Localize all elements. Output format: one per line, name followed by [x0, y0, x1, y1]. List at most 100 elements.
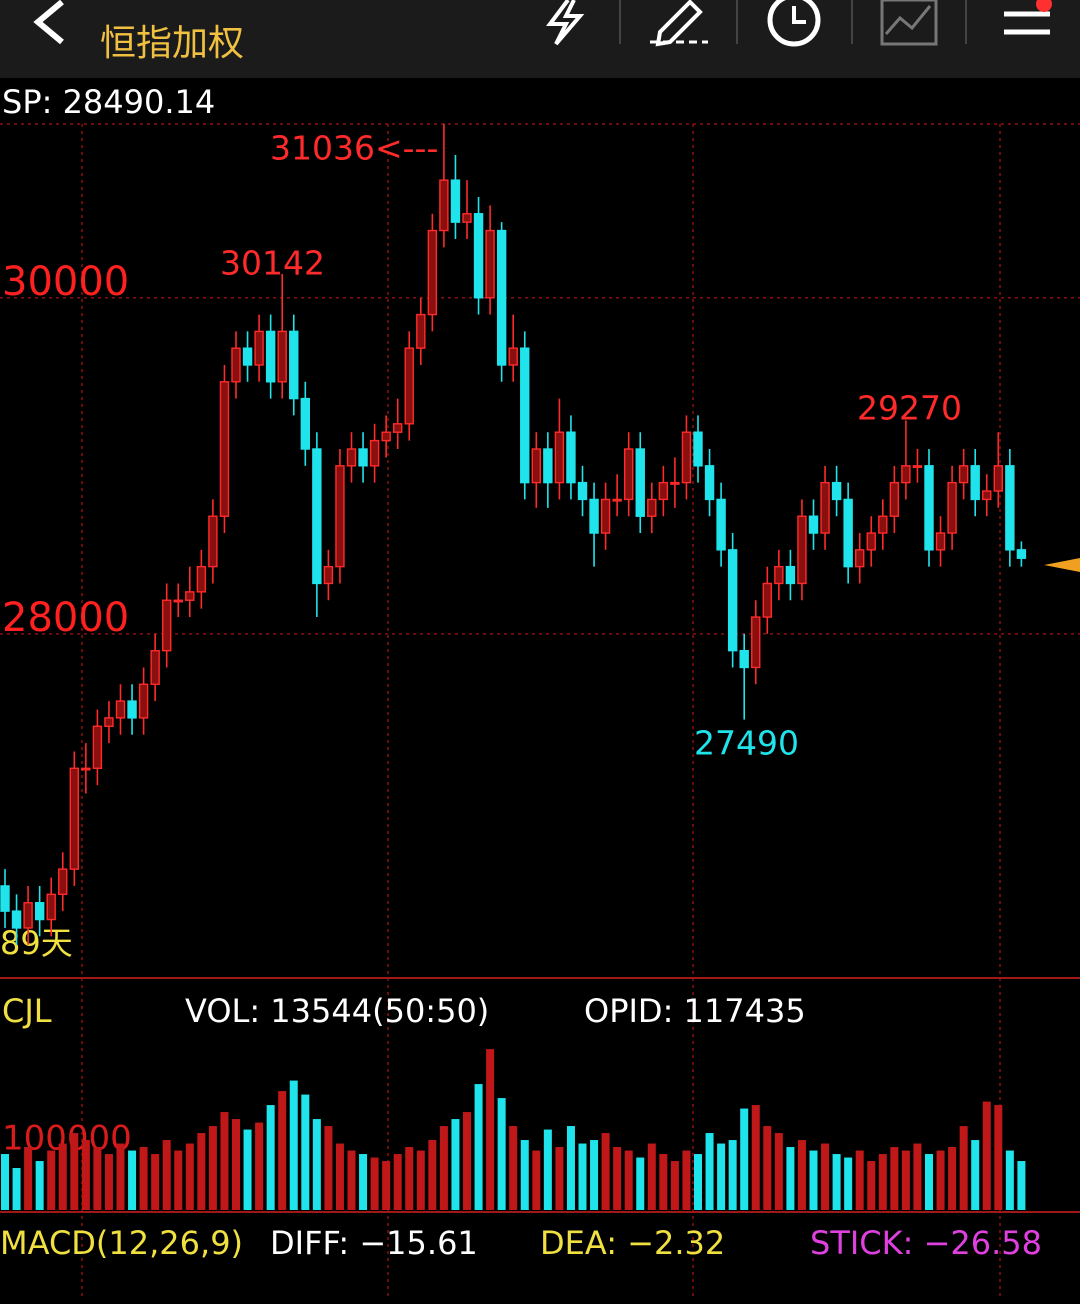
candle-body: [762, 582, 772, 618]
volume-bar: [232, 1119, 240, 1210]
candle-body: [34, 902, 45, 921]
candle-body: [346, 448, 357, 467]
volume-bar: [936, 1150, 945, 1210]
volume-bar: [497, 1098, 506, 1210]
volume-bar: [728, 1140, 737, 1210]
macd-title: MACD(12,26,9): [0, 1224, 243, 1262]
page-title: 恒指加权: [100, 23, 244, 64]
volume-bar: [774, 1133, 783, 1210]
annotation: 29270: [857, 389, 962, 428]
candle-body: [624, 448, 634, 501]
volume-bar: [312, 1119, 321, 1210]
vertical-grid: [0, 123, 1080, 1300]
volume-bar: [1, 1154, 9, 1210]
macd-diff: DIFF: −15.61: [270, 1224, 478, 1262]
candle-body: [381, 431, 391, 442]
volume-title: CJL: [2, 992, 52, 1030]
candle-body: [312, 448, 322, 585]
candle-body: [866, 532, 876, 551]
flash-icon[interactable]: [546, 0, 585, 46]
volume-bar: [324, 1126, 333, 1210]
candle-body: [716, 498, 726, 551]
annotation: 27490: [694, 724, 799, 763]
clock-icon[interactable]: [767, 0, 821, 47]
annotation: 30142: [220, 244, 325, 283]
candle-body: [554, 431, 565, 484]
candle-body: [231, 347, 241, 383]
draw-icon[interactable]: [650, 0, 708, 47]
candle-body: [670, 481, 680, 485]
volume-bar: [1017, 1161, 1026, 1210]
volume-bar: [878, 1154, 887, 1210]
y-tick-label: 28000: [2, 595, 129, 641]
candle-body: [751, 616, 761, 669]
volume-bar: [486, 1049, 495, 1210]
volume-bar: [439, 1126, 448, 1210]
candle-body: [681, 431, 692, 484]
candle-body: [289, 330, 299, 400]
volume-bar: [104, 1154, 113, 1210]
volume-bar: [70, 1133, 79, 1210]
volume-bar: [901, 1150, 910, 1210]
volume-bar: [590, 1140, 599, 1210]
candle-body: [508, 347, 518, 366]
candle-body: [935, 532, 946, 551]
volume-bar: [809, 1150, 818, 1210]
volume-bar: [393, 1154, 402, 1210]
candle-body: [693, 431, 703, 467]
candle-body: [335, 465, 345, 568]
volume-bar: [1005, 1150, 1014, 1210]
volume-bar: [301, 1094, 310, 1210]
macd-dea: DEA: −2.32: [540, 1224, 725, 1262]
candle-body: [46, 893, 56, 921]
volume-bar: [555, 1147, 564, 1210]
volume-bar: [624, 1150, 633, 1210]
candle-body: [970, 465, 980, 501]
candle-body: [889, 481, 900, 517]
volume-bar: [116, 1143, 125, 1210]
menu-icon[interactable]: [1004, 0, 1052, 35]
candle-body: [589, 498, 599, 534]
candle-body: [647, 498, 657, 517]
candle-body: [727, 549, 738, 652]
candle-body: [808, 515, 819, 534]
candle-body: [323, 565, 334, 585]
volume-bar: [636, 1157, 645, 1210]
candle-body: [843, 498, 853, 568]
volume-bar: [601, 1133, 610, 1210]
volume-bar: [740, 1108, 749, 1210]
candle-body: [797, 515, 807, 585]
candle-body: [473, 213, 484, 299]
volume-bar: [613, 1147, 622, 1210]
candle-body: [404, 347, 414, 425]
volume-bar: [532, 1150, 541, 1210]
volume-label: VOL: 13544(50:50): [185, 992, 489, 1030]
candle-body: [277, 330, 287, 383]
candle-body: [265, 330, 276, 383]
candle-body: [23, 902, 33, 929]
candle-body: [11, 910, 22, 929]
volume-bar: [763, 1126, 772, 1210]
candle-body: [450, 179, 461, 223]
back-button[interactable]: [33, 0, 64, 45]
volume-bar: [255, 1122, 264, 1210]
volume-bar: [520, 1140, 529, 1210]
volume-bar: [93, 1147, 102, 1210]
candle-body: [485, 229, 495, 299]
volume-bar: [821, 1143, 830, 1210]
candle-body: [416, 313, 426, 349]
volume-bar: [12, 1168, 21, 1210]
chart-icon[interactable]: [880, 0, 938, 46]
candle-body: [150, 649, 160, 685]
volume-bar: [913, 1143, 922, 1210]
volume-bar: [578, 1143, 587, 1210]
candle-body: [358, 448, 368, 467]
volume-bar: [370, 1157, 379, 1210]
volume-bar: [682, 1150, 691, 1210]
candle-body: [635, 448, 645, 517]
volume-bar: [128, 1150, 137, 1210]
volume-bar: [463, 1112, 471, 1210]
volume-bar: [786, 1147, 795, 1210]
candle-body: [496, 229, 507, 366]
candle-body: [0, 885, 10, 912]
